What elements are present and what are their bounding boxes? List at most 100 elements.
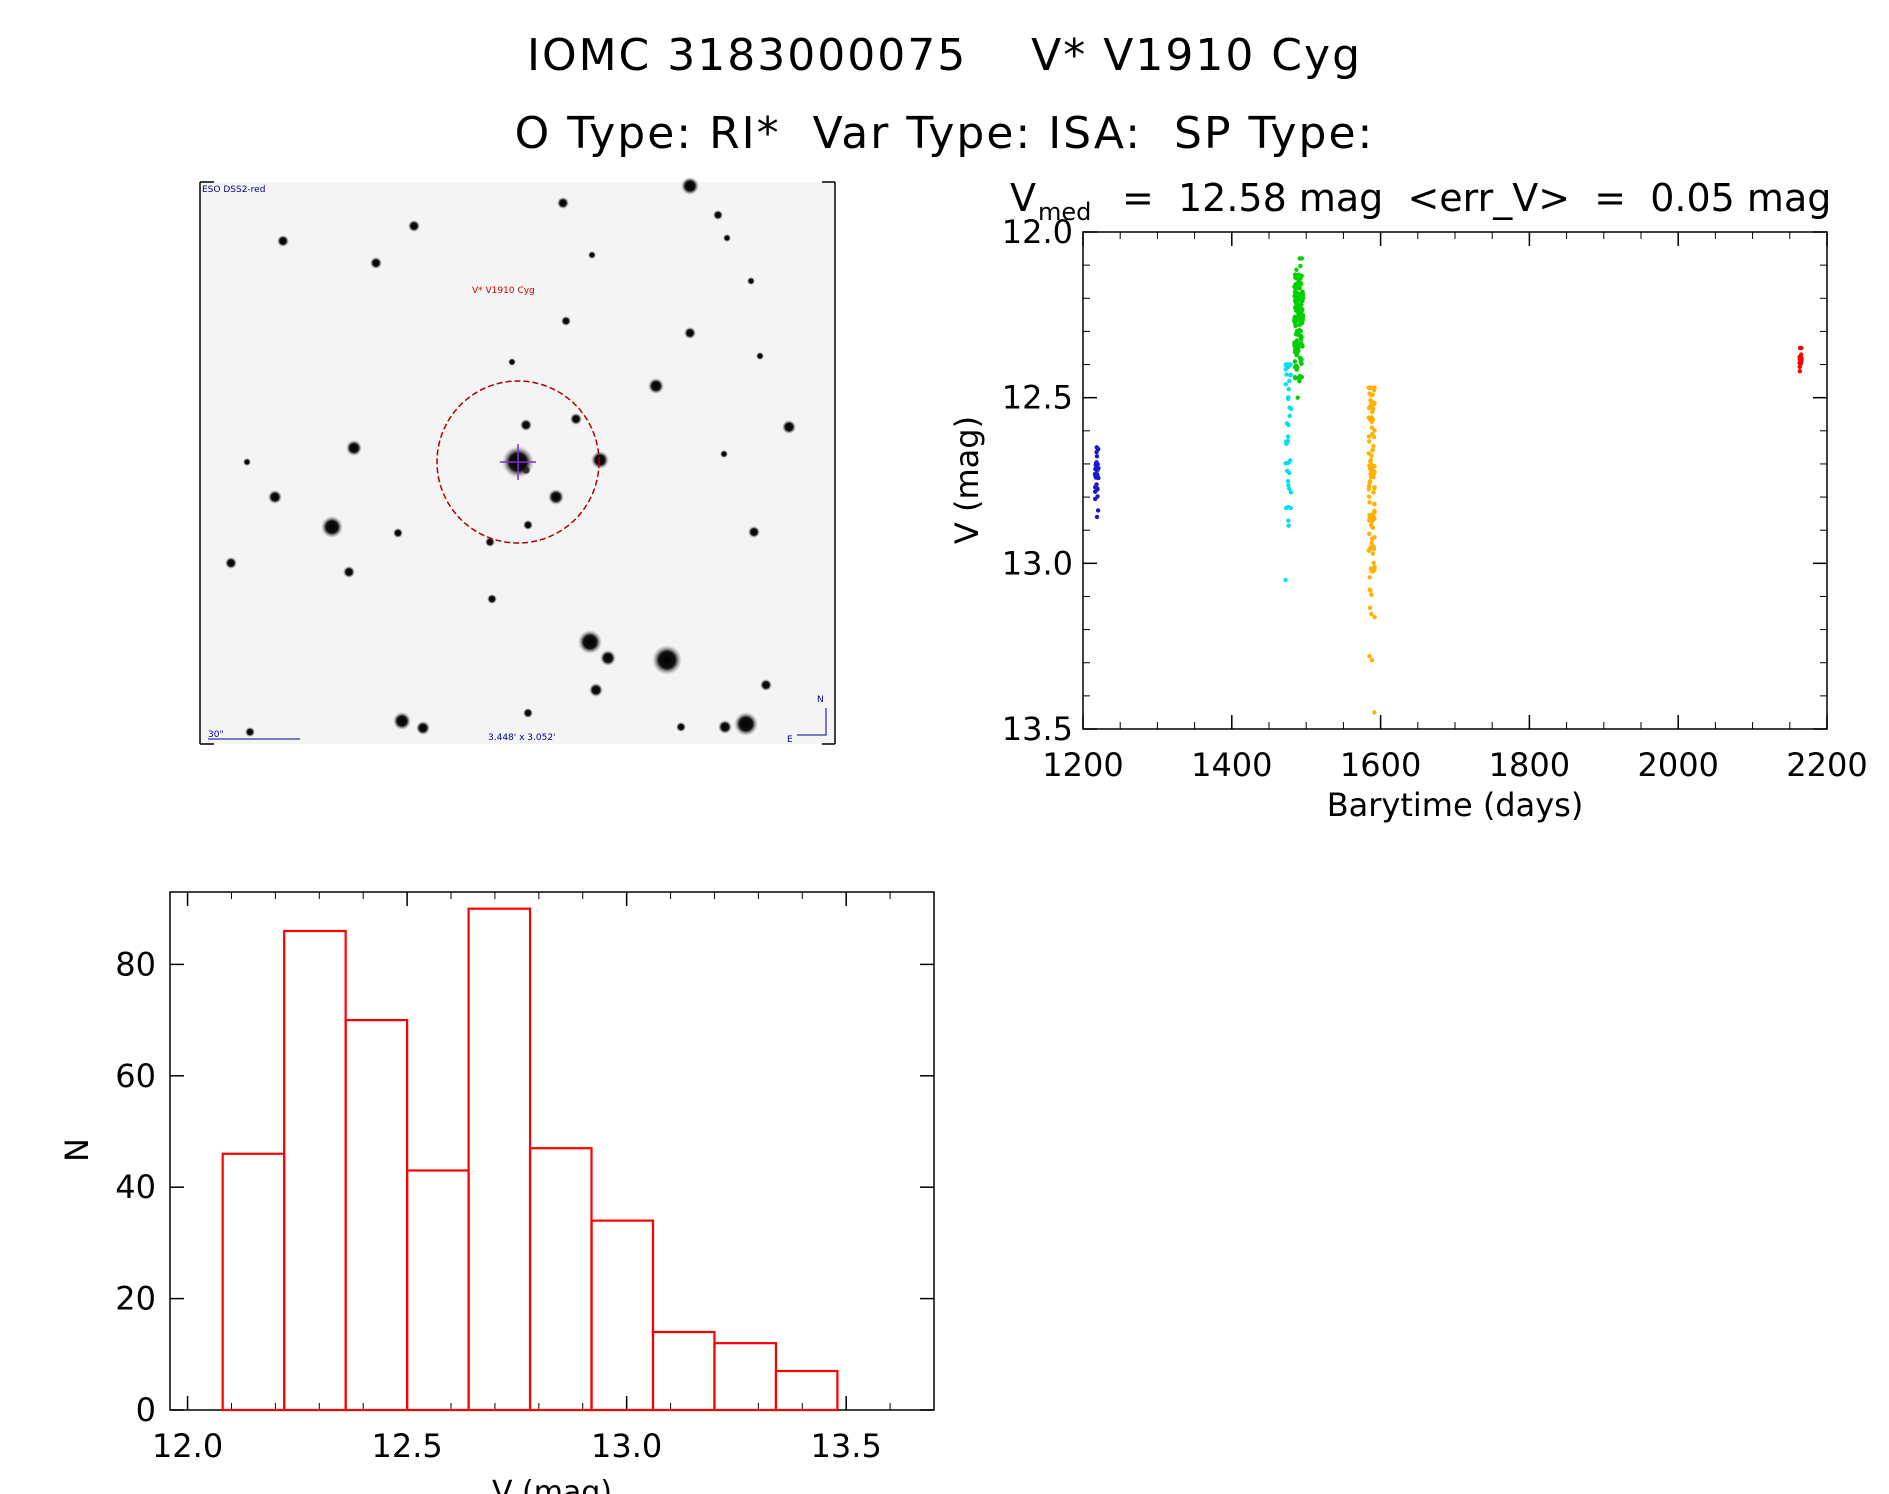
star xyxy=(684,327,696,339)
lc-point-season3 xyxy=(1294,345,1299,350)
hist-bar xyxy=(528,1147,593,1412)
lc-point-season1 xyxy=(1095,467,1100,472)
lc-point-season5 xyxy=(1797,360,1802,366)
lc-point-season4 xyxy=(1366,484,1372,489)
lc-point-season2 xyxy=(1288,458,1293,463)
lc-x-tick-label: 1800 xyxy=(1489,746,1570,784)
hist-y-tick-label: 20 xyxy=(115,1280,156,1318)
lc-point-season5 xyxy=(1797,364,1802,369)
lc-point-season4 xyxy=(1367,391,1372,396)
lc-point-season3 xyxy=(1293,376,1298,381)
hist-x-axis-label: V (mag) xyxy=(492,1475,612,1494)
lc-point-season3 xyxy=(1298,328,1303,334)
lc-point-season4 xyxy=(1372,535,1377,540)
lc-point-season3 xyxy=(1293,291,1298,297)
star xyxy=(508,358,516,366)
star xyxy=(245,727,255,737)
lc-point-season2 xyxy=(1284,362,1290,367)
star xyxy=(782,420,796,434)
lc-point-season4 xyxy=(1366,451,1371,456)
lc-point-season4 xyxy=(1370,468,1375,473)
lc-point-season3 xyxy=(1296,375,1301,380)
lc-point-season4 xyxy=(1370,448,1375,453)
lc-y-axis-label: V (mag) xyxy=(948,416,986,544)
lc-point-season2 xyxy=(1286,523,1291,528)
star xyxy=(578,630,602,654)
lc-point-season2 xyxy=(1283,577,1288,583)
lc-point-season4 xyxy=(1369,419,1375,425)
light-curve-plot: V med = 12.58 mag <err_V> = 0.05 mag 120… xyxy=(948,176,1868,824)
lc-point-season2 xyxy=(1286,395,1291,400)
lc-point-season3 xyxy=(1293,286,1298,292)
hist-bar xyxy=(651,1330,716,1412)
lc-point-season2 xyxy=(1286,386,1291,392)
star xyxy=(589,683,603,697)
lc-y-tick-label: 13.0 xyxy=(1002,544,1073,582)
hist-bar xyxy=(406,1169,470,1412)
lc-point-season4 xyxy=(1371,560,1376,566)
hist-bar xyxy=(283,929,347,1412)
hist-x-tick-label: 12.5 xyxy=(371,1427,442,1465)
lc-point-season4 xyxy=(1367,605,1373,611)
star xyxy=(523,708,533,718)
lc-point-season1 xyxy=(1094,472,1100,477)
star xyxy=(393,528,403,538)
star xyxy=(408,220,420,232)
lc-point-season4 xyxy=(1369,657,1375,663)
lc-point-season2 xyxy=(1284,421,1290,426)
star xyxy=(321,516,343,538)
lc-x-tick-label: 1400 xyxy=(1191,746,1272,784)
lc-plot-frame xyxy=(1082,231,1828,730)
lc-point-season4 xyxy=(1367,587,1373,592)
star xyxy=(756,352,764,360)
lc-point-season5 xyxy=(1797,357,1802,362)
lc-point-season4 xyxy=(1372,502,1377,507)
star xyxy=(548,489,564,505)
star xyxy=(648,378,664,394)
lc-point-season4 xyxy=(1369,611,1374,617)
lc-ticks: 1200 1400 1600 1800 2000 2200 12.0 12.5 13.0 13.5 xyxy=(1002,213,1868,784)
star xyxy=(268,490,282,504)
lc-point-season4 xyxy=(1372,428,1377,433)
lc-point-season4 xyxy=(1367,439,1372,444)
hist-y-axis-label: N xyxy=(58,1138,96,1162)
target-circle xyxy=(436,380,600,544)
lc-point-season3 xyxy=(1297,355,1303,361)
lc-point-season4 xyxy=(1367,500,1372,505)
lc-x-tick-label: 1200 xyxy=(1042,746,1123,784)
star xyxy=(346,440,362,456)
histogram-plot: 12.0 12.5 13.0 13.5 0 20 40 60 80 V (mag) N xyxy=(58,891,935,1494)
star xyxy=(557,197,569,209)
lc-point-season3 xyxy=(1299,256,1305,261)
lc-point-season3 xyxy=(1294,304,1299,309)
hist-bar xyxy=(467,907,532,1412)
lc-point-season3 xyxy=(1295,395,1300,400)
star xyxy=(652,645,682,675)
star xyxy=(676,722,686,732)
lc-point-season2 xyxy=(1288,505,1293,511)
lc-point-season2 xyxy=(1286,483,1291,488)
lc-point-season2 xyxy=(1285,434,1291,439)
lc-point-season1 xyxy=(1094,514,1100,520)
lc-point-season2 xyxy=(1286,518,1291,523)
lc-point-season4 xyxy=(1368,404,1373,409)
compass-arrows xyxy=(797,708,827,736)
star xyxy=(760,679,772,691)
target-crosshair xyxy=(500,444,536,480)
hist-y-tick-label: 60 xyxy=(115,1057,156,1095)
star-field xyxy=(225,177,796,737)
lc-point-season3 xyxy=(1293,323,1298,329)
lc-point-season2 xyxy=(1287,486,1292,491)
star xyxy=(591,451,609,469)
lc-y-tick-label: 12.5 xyxy=(1002,379,1073,417)
lc-point-season3 xyxy=(1297,378,1302,384)
lc-point-season2 xyxy=(1283,461,1288,466)
lc-point-season3 xyxy=(1298,291,1303,296)
lc-point-season4 xyxy=(1366,434,1372,439)
lc-points xyxy=(1092,256,1804,715)
lc-point-season2 xyxy=(1287,413,1292,419)
hist-y-tick-label: 0 xyxy=(136,1391,156,1429)
lc-point-season2 xyxy=(1288,489,1294,495)
star xyxy=(681,177,699,195)
star xyxy=(720,450,728,458)
